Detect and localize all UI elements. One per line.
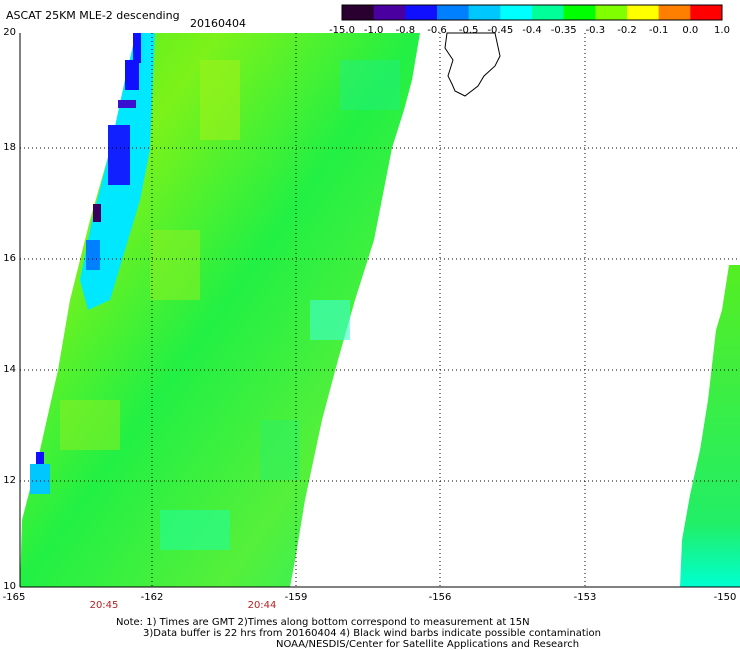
colorbar-swatch [532, 5, 565, 20]
colorbar-label: -0.5 [458, 25, 479, 36]
colorbar-label: -0.8 [395, 25, 416, 36]
colorbar-label: 0.0 [682, 25, 699, 36]
swath-purple-cell [93, 204, 101, 222]
colorbar-label: -0.6 [427, 25, 447, 36]
swath-patch [310, 300, 350, 340]
swath-patch [60, 400, 120, 450]
colorbar-label: -0.3 [585, 25, 606, 36]
colorbar-label: 1.0 [714, 25, 730, 36]
lat-label: 16 [3, 253, 16, 264]
colorbar-frame [341, 4, 723, 21]
lon-label: -150 [713, 592, 737, 603]
lat-label: 18 [3, 142, 16, 153]
colorbar-swatch [563, 5, 596, 20]
swath-patch [160, 510, 230, 550]
lon-label: -159 [284, 592, 308, 603]
note-line-2: 3)Data buffer is 22 hrs from 20160404 4)… [143, 628, 601, 639]
colorbar-swatch [468, 5, 501, 20]
colorbar-label: -0.2 [617, 25, 637, 36]
swath-blue-cell [133, 33, 141, 63]
colorbar-label: -0.35 [550, 25, 577, 36]
lon-label: -156 [428, 592, 452, 603]
swath-blue-cell [86, 240, 100, 270]
swath-patch [340, 60, 400, 110]
colorbar-swatch [500, 5, 533, 20]
swath-blue-cell [108, 125, 130, 185]
swath-cyan-cell [30, 464, 50, 494]
swath-patch [150, 230, 200, 300]
colorbar-label: -1.0 [363, 25, 384, 36]
time-label: 20:45 [89, 600, 119, 611]
lat-label: 14 [3, 364, 16, 375]
swath-blue-cell [118, 100, 136, 108]
map-title: ASCAT 25KM MLE-2 descending [6, 9, 180, 22]
ascat-swath-right [680, 265, 740, 587]
lon-label: -153 [573, 592, 597, 603]
time-label: 20:44 [247, 600, 277, 611]
colorbar-label: -0.4 [522, 25, 542, 36]
colorbar-swatch [595, 5, 628, 20]
gridlines [20, 33, 740, 587]
colorbar-swatch [405, 5, 438, 20]
lat-label: 12 [3, 475, 16, 486]
colorbar-label: -0.1 [648, 25, 669, 36]
colorbar-swatch [690, 5, 723, 20]
lat-label: 20 [3, 27, 16, 38]
swath-blue-cell [125, 60, 139, 90]
map-date: 20160404 [190, 17, 246, 30]
note-line-3: NOAA/NESDIS/Center for Satellite Applica… [276, 639, 580, 650]
lon-label: -165 [2, 592, 26, 603]
colorbar-label: -15.0 [329, 25, 355, 36]
swath-patch [260, 420, 300, 480]
colorbar-swatch [342, 5, 375, 20]
lat-label: 10 [3, 581, 16, 592]
swath-patch [200, 60, 240, 140]
colorbar-swatch [627, 5, 660, 20]
colorbar [341, 4, 723, 21]
note-line-1: Note: 1) Times are GMT 2)Times along bot… [116, 617, 530, 628]
swath-blue-cell [36, 452, 44, 464]
colorbar-swatch [437, 5, 470, 20]
island-outline [444, 32, 501, 97]
colorbar-swatch [658, 5, 691, 20]
axis-ticks [19, 33, 740, 588]
colorbar-label: -0.45 [487, 25, 514, 36]
colorbar-swatch [373, 5, 406, 20]
lon-label: -162 [140, 592, 164, 603]
